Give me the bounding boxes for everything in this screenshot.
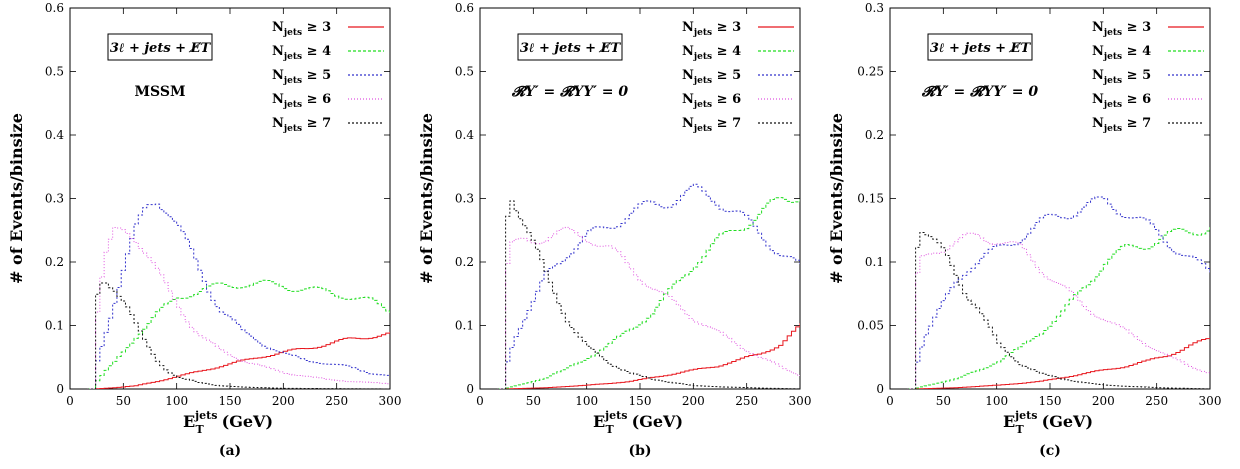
y-tick-label: 0.4 bbox=[455, 128, 474, 142]
legend-entry-njets-5: Njets ≥ 5 bbox=[682, 68, 741, 86]
series-line-njets-4 bbox=[907, 227, 1210, 389]
panel-a: 0 50 100 150 200 250 300 0 0.1 0.2 0.3 0.4 0.5 0.6 # o… bbox=[7, 1, 401, 459]
legend-entry-njets-7: Njets ≥ 7 bbox=[272, 116, 331, 134]
series-line-njets-4 bbox=[497, 197, 800, 389]
series-line-njets-6 bbox=[497, 226, 800, 389]
series-line-njets-4 bbox=[87, 279, 390, 389]
x-tick-label: 150 bbox=[1039, 394, 1062, 408]
series-line-njets-7 bbox=[87, 282, 390, 389]
x-tick-label: 0 bbox=[886, 394, 894, 408]
process-label: 3ℓ + jets + E̸T bbox=[520, 41, 622, 56]
y-tick-label: 0.2 bbox=[45, 255, 64, 269]
legend-entry-njets-4: Njets ≥ 4 bbox=[1092, 44, 1151, 62]
x-tick-label: 200 bbox=[1092, 394, 1115, 408]
panel-label: (a) bbox=[219, 443, 241, 459]
legend-entry-njets-3: Njets ≥ 3 bbox=[272, 20, 331, 38]
series-line-njets-6 bbox=[907, 232, 1210, 389]
x-tick-label: 0 bbox=[66, 394, 74, 408]
series-line-njets-3 bbox=[87, 331, 390, 389]
x-tick-label: 200 bbox=[682, 394, 705, 408]
series-line-njets-6 bbox=[87, 227, 390, 389]
plot-frame bbox=[889, 7, 1211, 390]
legend-entry-njets-6: Njets ≥ 6 bbox=[1092, 92, 1151, 110]
panel-annotation: 𝓡Y′ = 𝓡YY′ = 0 bbox=[921, 84, 1038, 100]
process-box bbox=[517, 33, 623, 61]
x-tick-label: 50 bbox=[526, 394, 541, 408]
series-line-njets-3 bbox=[907, 338, 1210, 389]
legend-entry-njets-7: Njets ≥ 7 bbox=[1092, 116, 1151, 134]
series-line-njets-5 bbox=[907, 196, 1210, 389]
legend-entry-njets-5: Njets ≥ 5 bbox=[272, 68, 331, 86]
legend-entry-njets-4: Njets ≥ 4 bbox=[682, 44, 741, 62]
y-tick-label: 0 bbox=[876, 382, 884, 396]
y-tick-label: 0.2 bbox=[455, 255, 474, 269]
x-tick-label: 150 bbox=[219, 394, 242, 408]
y-tick-label: 0.1 bbox=[45, 319, 64, 333]
x-tick-label: 50 bbox=[936, 394, 951, 408]
x-tick-label: 100 bbox=[165, 394, 188, 408]
x-axis-label: Ejets T (GeV) bbox=[183, 409, 273, 436]
x-tick-label: 250 bbox=[735, 394, 758, 408]
legend-entry-njets-5: Njets ≥ 5 bbox=[1092, 68, 1151, 86]
y-tick-label: 0.3 bbox=[45, 192, 64, 206]
x-tick-label: 50 bbox=[116, 394, 131, 408]
y-tick-label: 0.3 bbox=[455, 192, 474, 206]
y-tick-label: 0.6 bbox=[455, 1, 474, 15]
legend-entry-njets-7: Njets ≥ 7 bbox=[682, 116, 741, 134]
y-tick-label: 0.5 bbox=[45, 65, 64, 79]
series-line-njets-7 bbox=[907, 231, 1210, 389]
process-box bbox=[927, 33, 1033, 61]
x-tick-label: 300 bbox=[1199, 394, 1222, 408]
x-tick-label: 250 bbox=[325, 394, 348, 408]
panel-label: (b) bbox=[628, 443, 651, 459]
y-tick-label: 0.25 bbox=[857, 65, 884, 79]
x-tick-label: 250 bbox=[1145, 394, 1168, 408]
plot-frame bbox=[69, 7, 391, 390]
x-tick-label: 300 bbox=[379, 394, 402, 408]
y-tick-label: 0.2 bbox=[865, 128, 884, 142]
x-tick-label: 0 bbox=[476, 394, 484, 408]
series-line-njets-5 bbox=[497, 183, 800, 389]
series-line-njets-5 bbox=[87, 203, 390, 389]
legend-entry-njets-6: Njets ≥ 6 bbox=[682, 92, 741, 110]
y-tick-label: 0.05 bbox=[857, 319, 884, 333]
panel-annotation: MSSM bbox=[135, 84, 186, 100]
panel-label: (c) bbox=[1039, 443, 1061, 459]
series-line-njets-7 bbox=[497, 200, 800, 389]
legend-entry-njets-3: Njets ≥ 3 bbox=[1092, 20, 1151, 38]
y-tick-label: 0.6 bbox=[45, 1, 64, 15]
x-axis-label: Ejets T (GeV) bbox=[593, 409, 683, 436]
x-tick-label: 150 bbox=[629, 394, 652, 408]
y-tick-label: 0.5 bbox=[455, 65, 474, 79]
panel-b: 0 50 100 150 200 250 300 0 0.1 0.2 0.3 0.4 0.5 0.6 # o… bbox=[417, 1, 811, 459]
series-line-njets-3 bbox=[497, 323, 800, 389]
y-axis-label: # of Events/binsize bbox=[827, 113, 846, 284]
x-tick-label: 200 bbox=[272, 394, 295, 408]
y-tick-label: 0 bbox=[466, 382, 474, 396]
process-box bbox=[107, 33, 213, 61]
x-tick-label: 100 bbox=[575, 394, 598, 408]
process-label: 3ℓ + jets + E̸T bbox=[110, 41, 212, 56]
y-tick-label: 0.15 bbox=[857, 192, 884, 206]
y-tick-label: 0 bbox=[56, 382, 64, 396]
x-axis-label: Ejets T (GeV) bbox=[1003, 409, 1093, 436]
y-tick-label: 0.3 bbox=[865, 1, 884, 15]
x-tick-label: 300 bbox=[789, 394, 812, 408]
legend-entry-njets-3: Njets ≥ 3 bbox=[682, 20, 741, 38]
y-tick-label: 0.1 bbox=[455, 319, 474, 333]
panel-annotation: 𝓡Y′ = 𝓡YY′ = 0 bbox=[511, 84, 628, 100]
x-tick-label: 100 bbox=[985, 394, 1008, 408]
y-tick-label: 0.4 bbox=[45, 128, 64, 142]
plot-frame bbox=[479, 7, 801, 390]
y-axis-label: # of Events/binsize bbox=[417, 113, 436, 284]
panel-c: 0 50 100 150 200 250 300 0 0.05 0.1 0.15 0.2 0.25 0.3… bbox=[827, 1, 1221, 459]
y-tick-label: 0.1 bbox=[865, 255, 884, 269]
y-axis-label: # of Events/binsize bbox=[7, 113, 26, 284]
legend-entry-njets-6: Njets ≥ 6 bbox=[272, 92, 331, 110]
legend-entry-njets-4: Njets ≥ 4 bbox=[272, 44, 331, 62]
process-label: 3ℓ + jets + E̸T bbox=[930, 41, 1032, 56]
